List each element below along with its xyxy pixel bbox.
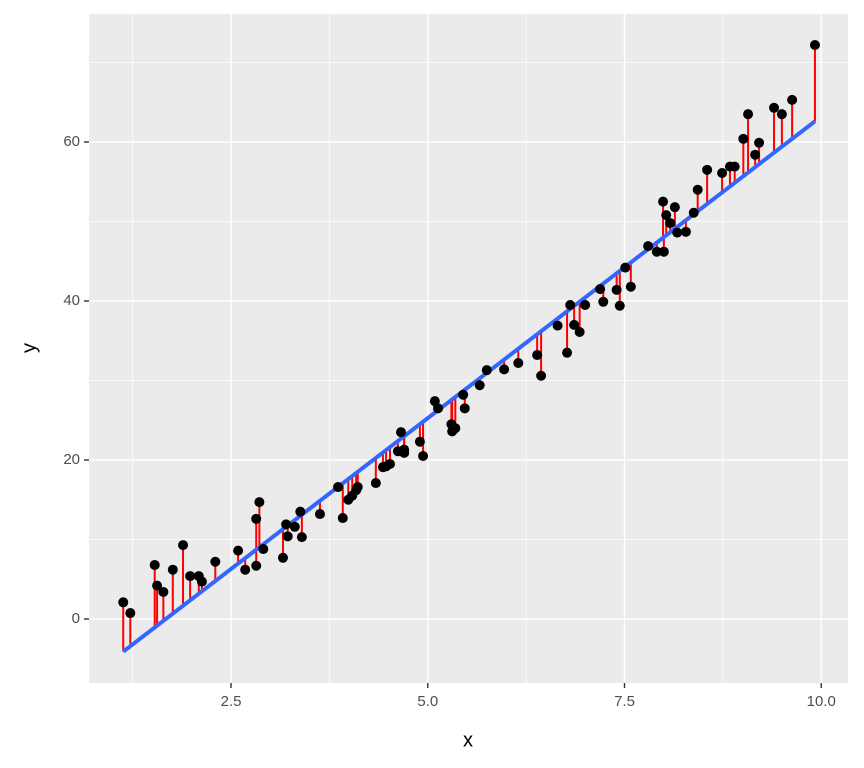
y-axis-title: y — [18, 343, 40, 353]
x-tick-label: 7.5 — [614, 693, 635, 710]
point — [658, 246, 669, 257]
point — [665, 218, 676, 229]
point — [680, 226, 691, 237]
point — [672, 227, 683, 238]
point — [481, 365, 492, 376]
point — [552, 320, 563, 331]
point — [661, 210, 672, 221]
point — [281, 519, 292, 530]
point — [562, 347, 573, 358]
x-axis-title: x — [463, 729, 473, 751]
point — [233, 545, 244, 556]
point — [809, 40, 820, 51]
point — [474, 380, 485, 391]
point — [152, 580, 163, 591]
point — [254, 497, 265, 508]
x-tick-label: 10.0 — [807, 693, 836, 710]
point — [185, 571, 196, 582]
point — [314, 509, 325, 520]
point — [385, 458, 396, 469]
point — [289, 521, 300, 532]
point — [296, 532, 307, 543]
point — [418, 451, 429, 462]
point — [669, 202, 680, 213]
y-tick-label: 0 — [72, 610, 80, 627]
point — [196, 576, 207, 587]
point — [643, 241, 654, 252]
point — [729, 161, 740, 172]
point — [282, 531, 293, 542]
point — [251, 513, 262, 524]
point — [625, 281, 636, 292]
point — [167, 564, 178, 575]
point — [118, 597, 129, 608]
point — [240, 564, 251, 575]
point — [337, 513, 348, 524]
point — [251, 560, 262, 571]
point — [149, 559, 160, 570]
point — [499, 364, 510, 375]
point — [414, 436, 425, 447]
point — [702, 164, 713, 175]
point — [295, 506, 306, 517]
point — [611, 284, 622, 295]
point — [598, 296, 609, 307]
x-tick-label: 2.5 — [221, 693, 242, 710]
point — [258, 544, 269, 555]
point — [433, 403, 444, 414]
point — [565, 299, 576, 310]
fit-line — [122, 119, 817, 654]
point — [536, 370, 547, 381]
point — [658, 196, 669, 207]
y-tick-label: 20 — [63, 451, 80, 468]
point — [333, 482, 344, 493]
point — [513, 358, 524, 369]
point — [158, 586, 169, 597]
point — [277, 552, 288, 563]
point — [692, 184, 703, 195]
point — [352, 482, 363, 493]
point — [750, 149, 761, 160]
y-tick-label: 40 — [63, 292, 80, 309]
point — [569, 319, 580, 330]
point — [210, 556, 221, 567]
point — [370, 478, 381, 489]
point — [651, 246, 662, 257]
y-tick-label: 60 — [63, 133, 80, 150]
point — [614, 300, 625, 311]
point — [532, 350, 543, 361]
point — [450, 423, 461, 434]
point — [787, 94, 798, 105]
point — [574, 327, 585, 338]
point — [595, 284, 606, 295]
point — [743, 109, 754, 120]
point — [754, 137, 765, 148]
point — [458, 389, 469, 400]
point — [620, 262, 631, 273]
point — [396, 427, 407, 438]
point — [125, 608, 136, 619]
point — [399, 444, 410, 455]
point — [776, 109, 787, 120]
point — [178, 540, 189, 551]
x-tick-label: 5.0 — [417, 693, 438, 710]
point — [769, 102, 780, 113]
point — [459, 403, 470, 414]
point — [580, 299, 591, 310]
point — [738, 133, 749, 144]
point — [717, 168, 728, 179]
point — [688, 207, 699, 218]
